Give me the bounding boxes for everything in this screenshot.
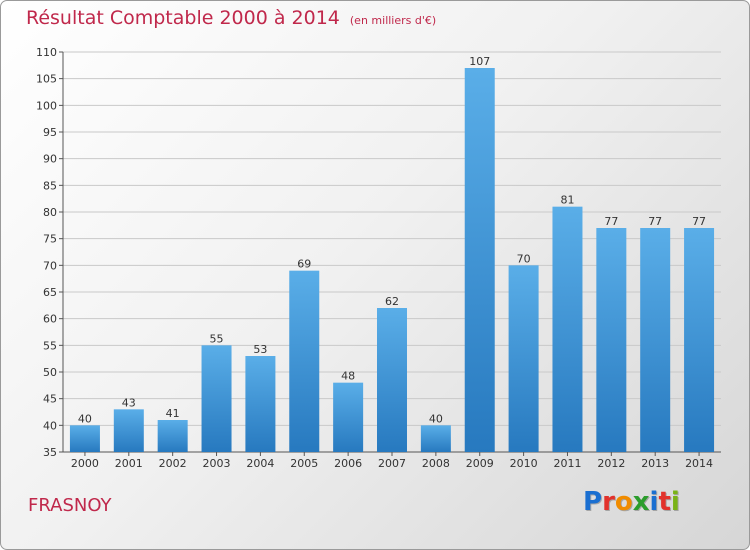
logo-letter: P — [583, 487, 603, 517]
bar — [552, 206, 583, 452]
bar — [596, 228, 627, 452]
x-tick-label: 2008 — [422, 457, 450, 470]
bar — [201, 345, 232, 452]
x-tick-label: 2010 — [510, 457, 538, 470]
y-tick-label: 95 — [43, 126, 57, 139]
proxiti-logo: Proxiti — [583, 487, 680, 517]
y-tick-label: 100 — [36, 99, 57, 112]
x-tick-label: 2011 — [553, 457, 581, 470]
data-label: 77 — [692, 215, 706, 228]
logo-letter: r — [602, 487, 615, 517]
x-tick-label: 2000 — [71, 457, 99, 470]
y-tick-label: 110 — [36, 46, 57, 59]
logo-letter: t — [658, 487, 671, 517]
x-tick-label: 2014 — [685, 457, 713, 470]
y-tick-label: 105 — [36, 73, 57, 86]
data-label: 70 — [517, 252, 531, 265]
x-tick-label: 2003 — [203, 457, 231, 470]
y-tick-label: 55 — [43, 339, 57, 352]
data-label: 77 — [648, 215, 662, 228]
bar — [113, 409, 144, 452]
bar — [289, 270, 320, 452]
logo-letter: o — [614, 487, 633, 517]
y-tick-label: 45 — [43, 393, 57, 406]
bar — [420, 425, 451, 452]
x-tick-label: 2001 — [115, 457, 143, 470]
title-row: Résultat Comptable 2000 à 2014 (en millie… — [26, 7, 436, 29]
x-tick-label: 2007 — [378, 457, 406, 470]
y-tick-label: 75 — [43, 233, 57, 246]
x-tick-label: 2012 — [597, 457, 625, 470]
bar — [464, 68, 495, 452]
data-label: 40 — [78, 412, 92, 425]
y-tick-label: 80 — [43, 206, 57, 219]
x-tick-label: 2002 — [159, 457, 187, 470]
x-tick-label: 2009 — [466, 457, 494, 470]
commune-name: FRASNOY — [28, 495, 112, 516]
data-label: 40 — [429, 412, 443, 425]
logo-letter: x — [632, 487, 650, 517]
y-tick-label: 35 — [43, 446, 57, 459]
y-tick-label: 70 — [43, 259, 57, 272]
x-tick-label: 2005 — [290, 457, 318, 470]
data-label: 62 — [385, 295, 399, 308]
y-tick-label: 50 — [43, 366, 57, 379]
data-label: 41 — [166, 407, 180, 420]
bar — [245, 356, 276, 452]
logo-letter: i — [670, 487, 680, 517]
data-label: 48 — [341, 370, 355, 383]
data-label: 53 — [253, 343, 267, 356]
chart-subtitle: (en milliers d'€) — [349, 14, 437, 27]
data-label: 55 — [210, 332, 224, 345]
bar — [377, 308, 407, 452]
bar — [684, 228, 715, 452]
data-label: 69 — [297, 258, 311, 271]
bar — [333, 382, 364, 452]
data-label: 43 — [122, 396, 136, 409]
bar — [69, 425, 100, 452]
data-label: 77 — [604, 215, 618, 228]
data-label: 81 — [560, 194, 574, 207]
chart-title: Résultat Comptable 2000 à 2014 — [26, 7, 340, 29]
logo-letter: i — [649, 487, 659, 517]
data-label: 107 — [469, 55, 490, 68]
y-tick-label: 90 — [43, 153, 57, 166]
x-tick-label: 2006 — [334, 457, 362, 470]
bar — [640, 228, 671, 452]
x-tick-label: 2013 — [641, 457, 669, 470]
bar — [157, 420, 188, 452]
y-tick-label: 40 — [43, 419, 57, 432]
bar — [508, 265, 539, 452]
y-tick-label: 65 — [43, 286, 57, 299]
x-tick-label: 2004 — [246, 457, 274, 470]
y-tick-label: 85 — [43, 179, 57, 192]
y-tick-label: 60 — [43, 313, 57, 326]
